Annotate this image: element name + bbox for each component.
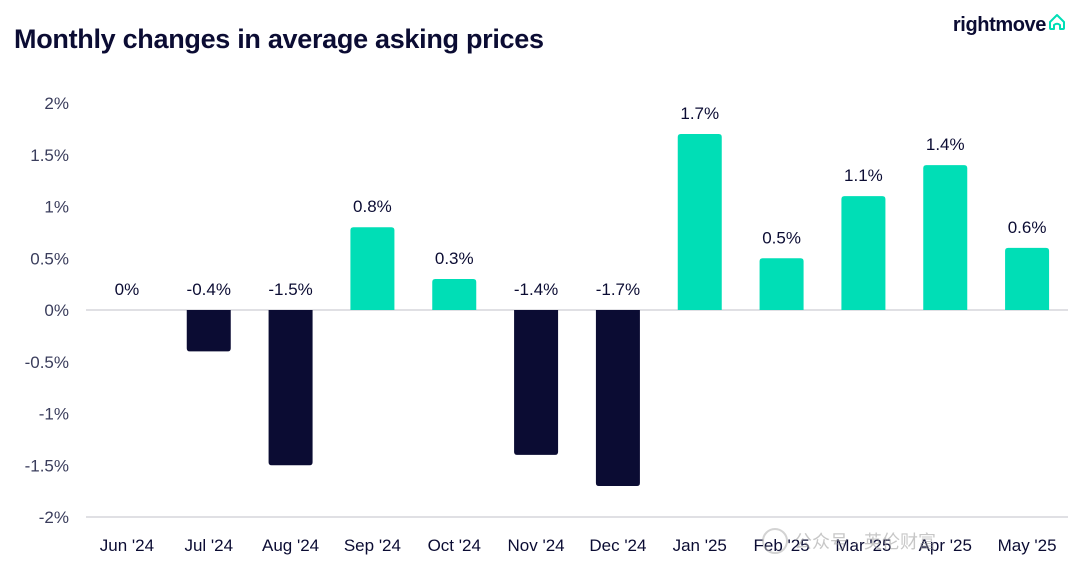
x-tick-label: Nov '24 (508, 536, 565, 555)
rightmove-logo: rightmove (952, 13, 1066, 37)
x-tick-label: Oct '24 (428, 536, 481, 555)
y-tick-label: -0.5% (25, 353, 69, 372)
y-tick-label: 2% (44, 94, 69, 113)
x-tick-label: May '25 (998, 536, 1057, 555)
y-tick-label: -1.5% (25, 456, 69, 475)
y-tick-label: 0.5% (30, 249, 69, 268)
chart-title: Monthly changes in average asking prices (14, 24, 544, 54)
bar (1005, 247, 1050, 310)
x-tick-label: Jan '25 (673, 536, 727, 555)
x-tick-label: Aug '24 (262, 536, 319, 555)
watermark: 公众号 · 英伦财富 (762, 528, 936, 554)
y-tick-label: 0% (44, 301, 69, 320)
bar (514, 310, 559, 455)
bar (595, 310, 640, 486)
y-tick-label: -1% (39, 405, 69, 424)
bar (186, 310, 231, 352)
data-label: -1.7% (596, 280, 640, 299)
bar (432, 278, 477, 310)
y-tick-label: 1% (44, 198, 69, 217)
house-icon (1049, 13, 1065, 30)
bar (841, 196, 886, 310)
x-tick-label: Mar '25 (835, 536, 891, 555)
x-tick-label: Dec '24 (589, 536, 646, 555)
data-label: 1.4% (926, 135, 965, 154)
watermark-text: 公众号 · 英伦财富 (794, 532, 936, 552)
data-label: -1.4% (514, 280, 558, 299)
bar (923, 165, 968, 310)
bar (759, 258, 804, 310)
y-tick-label: 1.5% (30, 146, 69, 165)
bar (677, 134, 722, 310)
data-label: 1.1% (844, 166, 883, 185)
wechat-icon (762, 528, 788, 554)
brand-name: rightmove (952, 14, 1046, 36)
data-label: 0.3% (435, 249, 474, 268)
data-label: 1.7% (680, 104, 719, 123)
x-tick-label: Sep '24 (344, 536, 401, 555)
data-label: -1.5% (268, 280, 312, 299)
y-tick-label: -2% (39, 508, 69, 527)
data-label: 0.8% (353, 197, 392, 216)
data-label: 0% (115, 280, 140, 299)
bar (268, 310, 313, 466)
data-label: 0.5% (762, 228, 801, 247)
x-tick-label: Jun '24 (100, 536, 154, 555)
x-tick-label: Jul '24 (184, 536, 233, 555)
bar (350, 227, 395, 310)
x-tick-label: Apr '25 (919, 536, 972, 555)
data-label: -0.4% (187, 280, 231, 299)
data-label: 0.6% (1008, 218, 1047, 237)
